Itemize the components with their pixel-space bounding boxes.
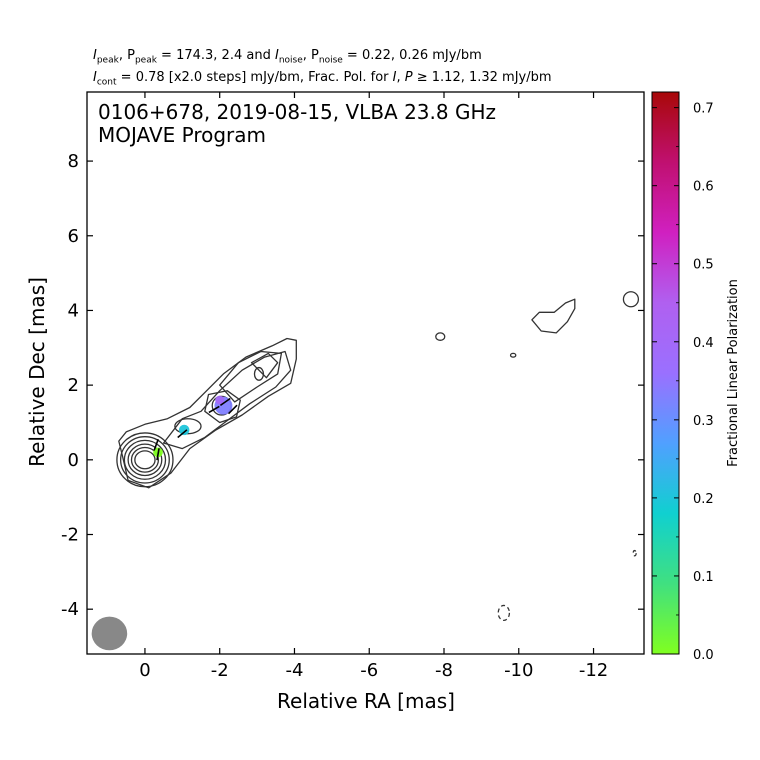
colorbar bbox=[651, 91, 680, 655]
blob-contour bbox=[509, 352, 517, 358]
beam-ellipse bbox=[91, 616, 128, 651]
y-tick-label: 6 bbox=[68, 226, 79, 247]
core-contour bbox=[119, 436, 170, 484]
jet-mid-contour bbox=[162, 350, 292, 450]
x-tick-label: 0 bbox=[139, 660, 150, 681]
knot-mid-contour bbox=[250, 352, 279, 379]
y-tick-label: 4 bbox=[68, 300, 79, 321]
y-tick-label: 8 bbox=[68, 151, 79, 172]
colorbar-ticks: 0.0 0.1 0.2 0.3 0.4 0.5 0.6 0.7 bbox=[652, 102, 714, 663]
colorbar-tick-label: 0.3 bbox=[693, 414, 714, 429]
plot-frame bbox=[86, 91, 645, 655]
negative-contour bbox=[497, 604, 511, 622]
chart-subtitle: MOJAVE Program bbox=[98, 123, 266, 147]
colorbar-tick-label: 0.7 bbox=[693, 102, 714, 117]
knot3-inner-contour bbox=[253, 366, 265, 381]
jet-outer-contour bbox=[118, 337, 297, 489]
negative-contour bbox=[632, 549, 637, 557]
evpa-tick bbox=[227, 404, 238, 415]
colorbar-tick-label: 0.6 bbox=[693, 180, 714, 195]
core-contour bbox=[127, 443, 163, 477]
contour-layer bbox=[91, 291, 640, 651]
core-contour bbox=[123, 439, 167, 480]
knot2-contour bbox=[204, 390, 241, 424]
colorbar-tick-label: 0.5 bbox=[693, 258, 714, 273]
x-axis-label: Relative RA [mas] bbox=[277, 689, 455, 713]
colorbar-tick-label: 0.1 bbox=[693, 570, 714, 585]
blob-contour bbox=[435, 332, 446, 341]
colorbar-tick-label: 0.2 bbox=[693, 492, 714, 507]
colorbar-tick-label: 0.4 bbox=[693, 336, 714, 351]
far-blob-contour bbox=[622, 291, 640, 308]
x-tick-label: -12 bbox=[579, 660, 608, 681]
x-tick-label: -2 bbox=[211, 660, 229, 681]
evpa-tick bbox=[208, 405, 220, 414]
axis-ticks: 0 -2 -4 -6 -8 -10 -12 -4 -2 0 2 4 6 8 bbox=[61, 92, 644, 681]
chart-title: 0106+678, 2019-08-15, VLBA 23.8 GHz bbox=[98, 100, 496, 124]
y-tick-label: -2 bbox=[61, 525, 79, 546]
y-tick-label: 2 bbox=[68, 375, 79, 396]
x-tick-label: -10 bbox=[504, 660, 533, 681]
core-contour bbox=[130, 446, 160, 473]
polarization-patch bbox=[178, 424, 190, 436]
west-blob-contour bbox=[531, 298, 576, 334]
core-contour bbox=[134, 450, 156, 470]
y-tick-label: -4 bbox=[61, 599, 79, 620]
evpa-tick bbox=[156, 448, 160, 461]
header-line-2: Icont = 0.78 [x2.0 steps] mJy/bm, Frac. … bbox=[93, 70, 552, 88]
colorbar-tick-label: 0.0 bbox=[693, 648, 714, 663]
polarization-layer bbox=[153, 395, 238, 461]
evpa-tick bbox=[153, 438, 159, 451]
header-line-1: Ipeak, Ppeak = 174.3, 2.4 and Inoise, Pn… bbox=[93, 48, 482, 66]
evpa-tick bbox=[177, 429, 188, 439]
x-tick-label: -4 bbox=[285, 660, 303, 681]
y-axis-label: Relative Dec [mas] bbox=[25, 277, 49, 467]
polarization-patch bbox=[215, 395, 225, 405]
colorbar-label: Fractional Linear Polarization bbox=[726, 279, 741, 467]
x-tick-label: -8 bbox=[435, 660, 453, 681]
evpa-tick bbox=[219, 397, 231, 407]
knot1-contour bbox=[174, 418, 202, 435]
y-tick-label: 0 bbox=[68, 450, 79, 471]
x-tick-label: -6 bbox=[360, 660, 378, 681]
